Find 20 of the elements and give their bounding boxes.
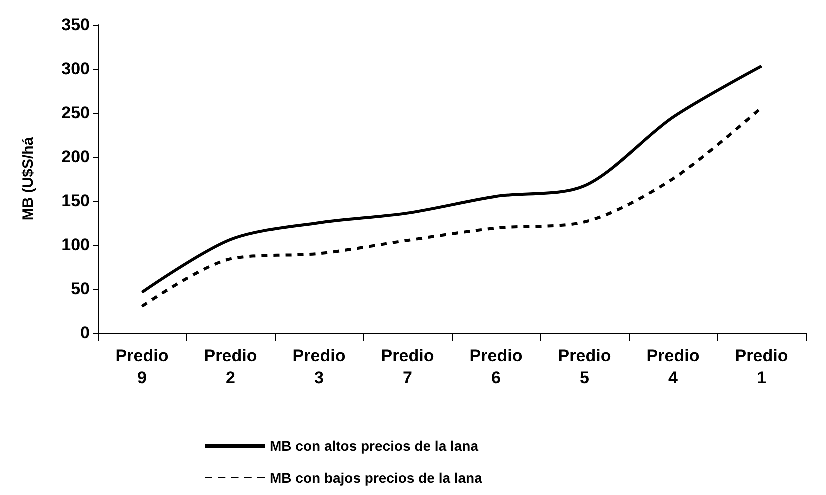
y-tick-label: 350: [62, 16, 90, 34]
x-tick-label: Predio 9: [116, 346, 169, 388]
x-tick-label: Predio 1: [735, 346, 788, 388]
x-tick-label: Predio 2: [204, 346, 258, 388]
x-tick-label: Predio 7: [381, 346, 434, 388]
y-tick-label: 50: [71, 280, 90, 298]
y-tick-label: 0: [80, 324, 90, 342]
y-tick-label: 250: [62, 104, 90, 122]
x-tick-label: Predio 5: [558, 346, 612, 388]
line-series: [140, 64, 764, 294]
y-axis-title: MB (U$S/há: [20, 136, 37, 221]
y-tick-label: 150: [62, 192, 90, 210]
legend-label: MB con altos precios de la lana: [270, 438, 479, 454]
y-tick-label: 200: [62, 148, 90, 166]
y-tick-label: 100: [62, 236, 90, 254]
y-tick-label: 300: [62, 60, 90, 78]
x-tick-label: Predio 3: [292, 346, 346, 388]
x-tick-label: Predio 6: [470, 346, 523, 388]
x-tick-label: Predio 4: [646, 346, 700, 388]
legend-label: MB con bajos precios de la lana: [270, 470, 483, 486]
